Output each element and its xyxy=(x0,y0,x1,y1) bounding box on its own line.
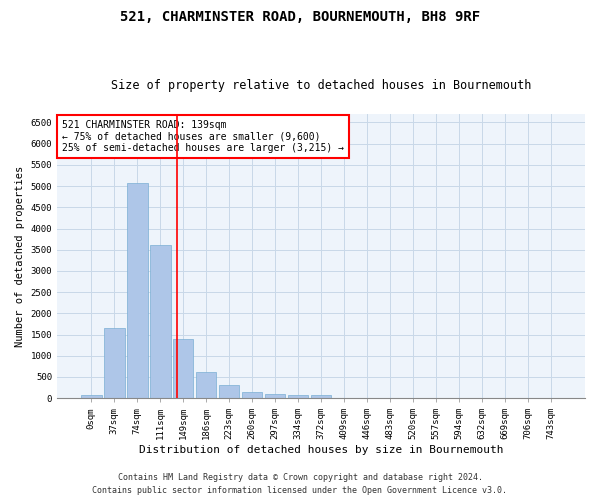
Text: 521 CHARMINSTER ROAD: 139sqm
← 75% of detached houses are smaller (9,600)
25% of: 521 CHARMINSTER ROAD: 139sqm ← 75% of de… xyxy=(62,120,344,153)
Bar xyxy=(150,246,170,398)
Bar xyxy=(287,396,308,398)
Bar xyxy=(311,396,331,398)
Title: Size of property relative to detached houses in Bournemouth: Size of property relative to detached ho… xyxy=(111,79,531,92)
Text: 521, CHARMINSTER ROAD, BOURNEMOUTH, BH8 9RF: 521, CHARMINSTER ROAD, BOURNEMOUTH, BH8 … xyxy=(120,10,480,24)
Bar xyxy=(219,386,239,398)
Bar xyxy=(196,372,217,398)
Bar xyxy=(127,183,148,398)
Bar xyxy=(173,339,193,398)
Text: Contains HM Land Registry data © Crown copyright and database right 2024.
Contai: Contains HM Land Registry data © Crown c… xyxy=(92,474,508,495)
Y-axis label: Number of detached properties: Number of detached properties xyxy=(15,166,25,346)
Bar xyxy=(81,395,101,398)
Bar xyxy=(104,328,125,398)
Bar xyxy=(242,392,262,398)
X-axis label: Distribution of detached houses by size in Bournemouth: Distribution of detached houses by size … xyxy=(139,445,503,455)
Bar xyxy=(265,394,286,398)
